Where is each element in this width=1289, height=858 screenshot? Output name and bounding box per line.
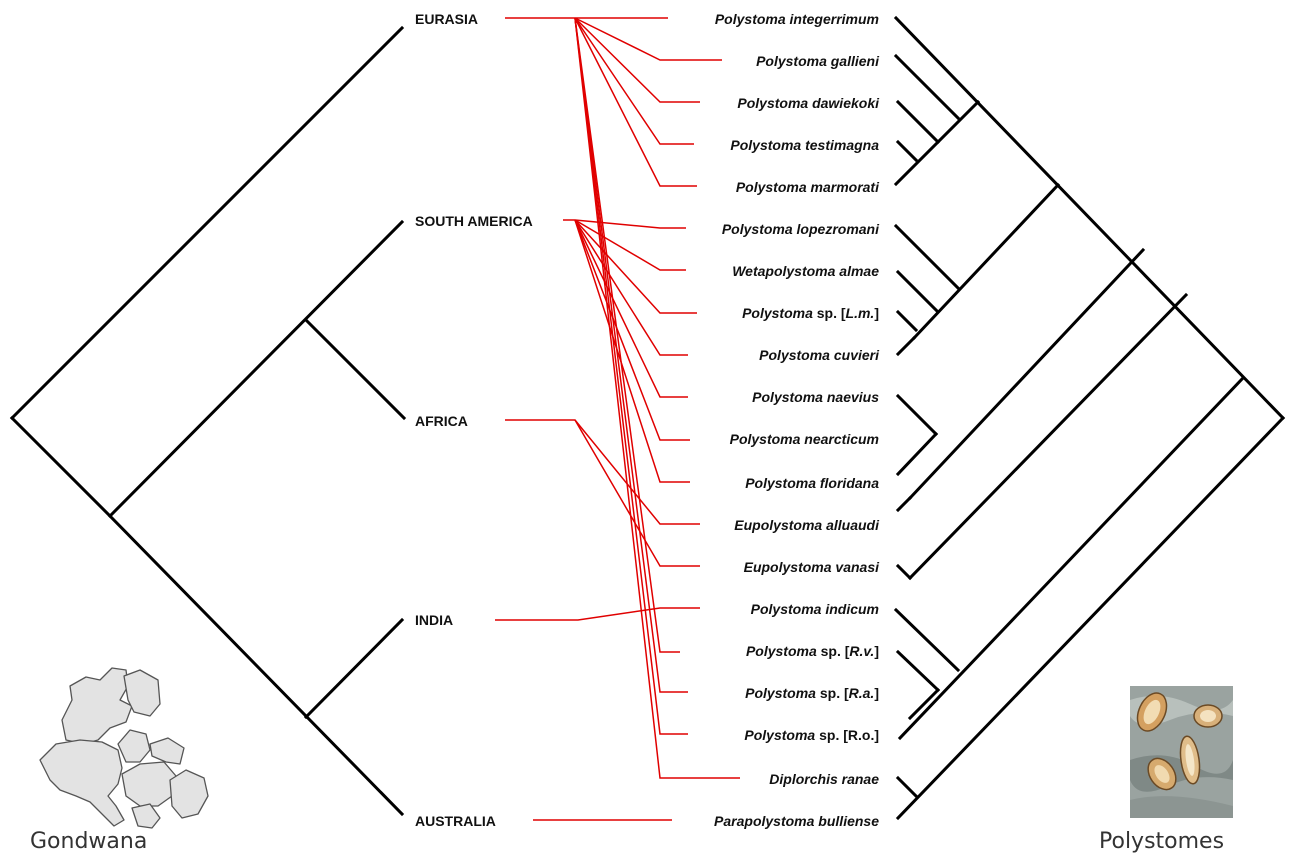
parasite-taxon-label: Polystoma cuvieri <box>759 347 880 363</box>
host-tree-branch-eurasia <box>9 25 405 421</box>
parasite-taxon-label: Polystoma sp. [R.v.] <box>746 643 879 659</box>
gondwana-map-icon <box>39 667 209 829</box>
host-tree-branch-africa <box>303 317 407 421</box>
parasite-taxon-label: Parapolystoma bulliense <box>714 813 879 829</box>
polystomes-label: Polystomes <box>1099 829 1224 853</box>
association-link <box>574 219 686 271</box>
parasite-taxon-label: Polystoma sp. [R.a.] <box>745 685 879 701</box>
parasite-taxon-label: Eupolystoma alluaudi <box>734 517 880 533</box>
association-link <box>574 219 690 441</box>
association-link <box>574 17 694 145</box>
parasite-taxon-label: Eupolystoma vanasi <box>744 559 880 575</box>
host-tree-branch-root-gondwana <box>9 415 113 519</box>
parasite-taxon-label: Diplorchis ranae <box>769 771 879 787</box>
parasite-taxon-label: Polystoma dawiekoki <box>737 95 880 111</box>
gondwana-label: Gondwana <box>30 829 147 853</box>
region-label-australia: AUSTRALIA <box>415 813 496 829</box>
parasite-taxon-label: Polystoma floridana <box>745 475 879 491</box>
parasite-taxon-label: Wetapolystoma almae <box>732 263 879 279</box>
association-link <box>574 17 697 187</box>
region-label-eurasia: EURASIA <box>415 11 478 27</box>
association-link <box>574 17 688 693</box>
association-link <box>574 17 722 61</box>
parasite-taxon-label: Polystoma sp. [L.m.] <box>742 305 879 321</box>
parasite-tree-root-top <box>893 15 1286 421</box>
parasite-taxon-label: Polystoma indicum <box>751 601 879 617</box>
association-link <box>574 17 680 653</box>
association-link <box>574 219 688 356</box>
association-link <box>574 17 688 735</box>
host-tree-branch-stem-lower <box>107 513 405 817</box>
region-label-india: INDIA <box>415 612 453 628</box>
parasite-taxon-label: Polystoma testimagna <box>730 137 879 153</box>
region-label-south-america: SOUTH AMERICA <box>415 213 533 229</box>
association-link <box>574 219 690 483</box>
parasite-taxon-label: Polystoma integerrimum <box>715 11 879 27</box>
association-link <box>563 219 686 229</box>
host-tree-branch-india <box>303 617 405 720</box>
parasite-tree <box>893 15 1286 821</box>
association-link <box>495 607 700 621</box>
association-link <box>505 419 700 525</box>
association-link <box>574 219 697 314</box>
region-label-africa: AFRICA <box>415 413 468 429</box>
parasite-taxon-label: Polystoma marmorati <box>736 179 880 195</box>
association-link <box>574 219 688 398</box>
parasite-taxon-label: Polystoma nearcticum <box>730 431 879 447</box>
parasite-taxon-label: Polystoma gallieni <box>756 53 880 69</box>
parasite-taxon-label: Polystoma sp. [R.o.] <box>744 727 879 743</box>
host-region-labels: EURASIA SOUTH AMERICA AFRICA INDIA AUSTR… <box>415 11 533 829</box>
host-region-tree <box>9 25 407 817</box>
association-link <box>574 419 700 567</box>
parasite-taxon-label: Polystoma naevius <box>752 389 879 405</box>
parasite-taxa-labels: Polystoma integerrimum Polystoma gallieni… <box>714 11 880 829</box>
parasite-tree-root-bottom <box>895 415 1286 821</box>
host-tree-branch-south-america <box>107 219 405 519</box>
association-link <box>574 17 740 779</box>
association-link <box>574 17 700 103</box>
parasite-taxon-label: Polystoma lopezromani <box>722 221 880 237</box>
host-parasite-associations <box>495 17 740 821</box>
polystome-photo-icon <box>1130 686 1233 818</box>
